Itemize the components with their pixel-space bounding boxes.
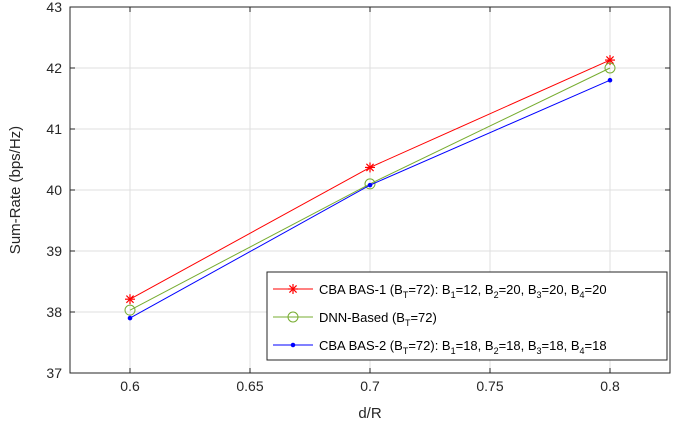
data-point: [367, 182, 373, 188]
legend-text-part: =72): [410, 310, 436, 325]
legend-entry-3: CBA BAS-2 (BT=72): B1=18, B2=18, B3=18, …: [273, 338, 607, 356]
legend-label: DNN-Based (BT=72): [319, 310, 437, 328]
x-tick-label: 0.65: [236, 378, 263, 394]
legend-text-part: DNN-Based (B: [319, 310, 405, 325]
series-3: [127, 77, 613, 321]
legend-subscript: 4: [580, 346, 585, 356]
legend-text-part: =20, B: [542, 282, 580, 297]
legend-text-part: =72): B: [408, 282, 450, 297]
y-tick-label: 37: [46, 365, 62, 381]
legend-subscript: T: [405, 318, 411, 328]
data-point: [287, 311, 299, 323]
y-tick-label: 42: [46, 60, 62, 76]
data-point: [364, 178, 376, 190]
y-tick-label: 40: [46, 182, 62, 198]
data-point: [288, 284, 298, 294]
data-point: [605, 55, 615, 66]
legend-label: CBA BAS-1 (BT=72): B1=12, B2=20, B3=20, …: [319, 282, 607, 300]
x-tick-label: 0.7: [360, 378, 380, 394]
legend-entry-1: CBA BAS-1 (BT=72): B1=12, B2=20, B3=20, …: [273, 282, 607, 300]
legend: CBA BAS-1 (BT=72): B1=12, B2=20, B3=20, …: [266, 271, 668, 361]
y-axis-label: Sum-Rate (bps/Hz): [7, 126, 24, 254]
data-point: [365, 162, 375, 173]
x-tick-label: 0.6: [120, 378, 140, 394]
data-point: [604, 62, 616, 74]
legend-text-part: =20, B: [499, 282, 537, 297]
x-tick-label: 0.8: [600, 378, 620, 394]
legend-text-part: =20: [585, 282, 607, 297]
data-point: [125, 294, 135, 305]
data-point: [124, 304, 136, 316]
legend-subscript: 2: [494, 346, 499, 356]
legend-subscript: 1: [451, 290, 456, 300]
legend-text-part: =18, B: [456, 338, 494, 353]
data-point: [290, 342, 296, 348]
legend-subscript: T: [403, 290, 409, 300]
legend-text-part: CBA BAS-1 (B: [319, 282, 403, 297]
legend-subscript: 3: [537, 346, 542, 356]
x-tick-label: 0.75: [476, 378, 503, 394]
legend-entry-2: DNN-Based (BT=72): [273, 310, 437, 328]
legend-subscript: 2: [494, 290, 499, 300]
x-axis-label: d/R: [358, 405, 382, 422]
legend-subscript: 3: [537, 290, 542, 300]
legend-subscript: 4: [580, 290, 585, 300]
legend-box: [266, 271, 668, 361]
y-tick-label: 39: [46, 243, 62, 259]
data-point: [127, 315, 133, 321]
legend-text-part: =18: [585, 338, 607, 353]
legend-text-part: =18, B: [499, 338, 537, 353]
y-tick-label: 38: [46, 304, 62, 320]
legend-text-part: =18, B: [542, 338, 580, 353]
y-tick-label: 43: [46, 0, 62, 15]
legend-label: CBA BAS-2 (BT=72): B1=18, B2=18, B3=18, …: [319, 338, 607, 356]
y-tick-label: 41: [46, 121, 62, 137]
legend-text-part: =72): B: [408, 338, 450, 353]
series: [124, 55, 616, 321]
legend-text-part: CBA BAS-2 (B: [319, 338, 403, 353]
legend-subscript: T: [403, 346, 409, 356]
data-point: [607, 77, 613, 83]
legend-text-part: =12, B: [456, 282, 494, 297]
legend-subscript: 1: [451, 346, 456, 356]
